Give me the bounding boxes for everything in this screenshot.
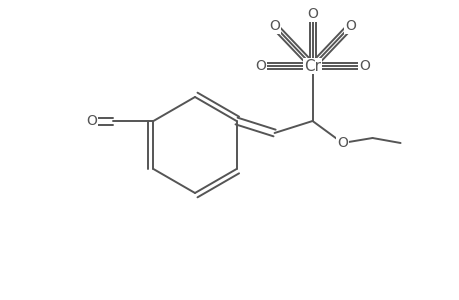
Text: O: O xyxy=(358,59,369,73)
Text: O: O xyxy=(307,7,317,21)
Text: O: O xyxy=(344,19,355,33)
Text: O: O xyxy=(336,136,347,150)
Text: O: O xyxy=(255,59,265,73)
Text: O: O xyxy=(86,114,97,128)
Text: O: O xyxy=(269,19,280,33)
Text: Cr: Cr xyxy=(303,58,320,74)
